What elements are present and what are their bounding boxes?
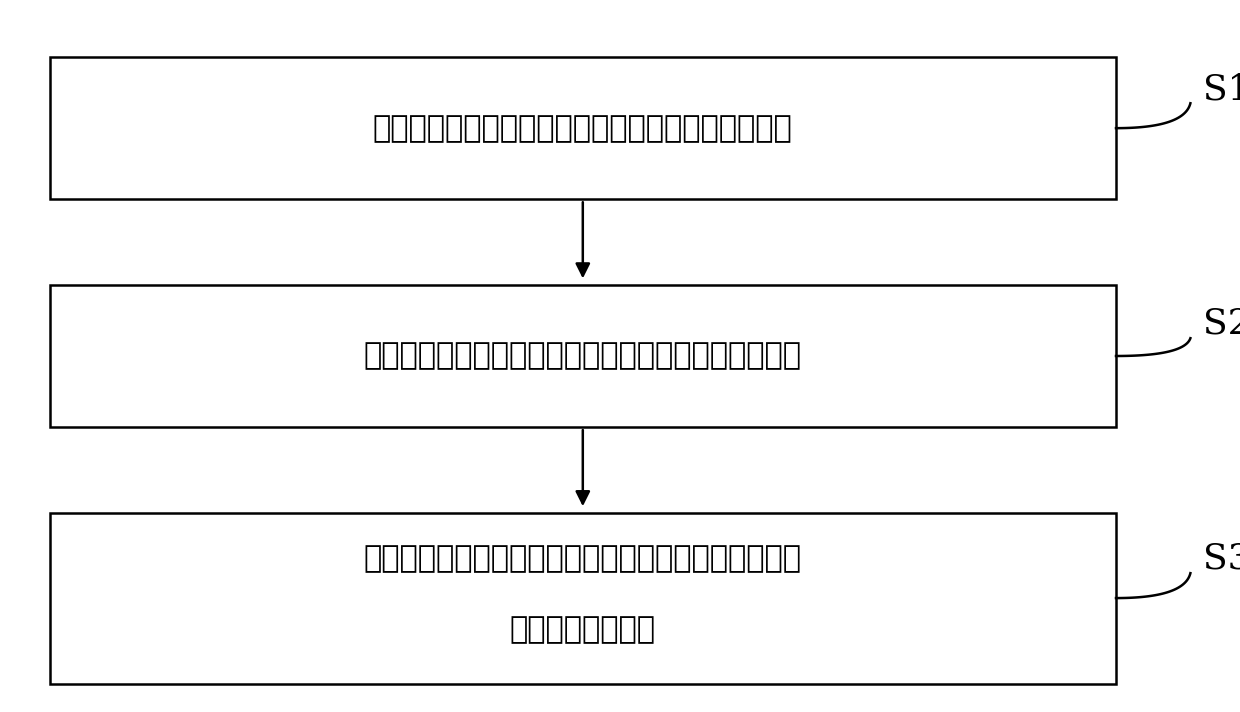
Text: 将灰度图信息作为特征数据对卷积神经网络模型训练，: 将灰度图信息作为特征数据对卷积神经网络模型训练， <box>363 545 802 573</box>
Bar <box>50 513 1116 684</box>
Text: 得到频谱感知模型: 得到频谱感知模型 <box>510 616 656 644</box>
Text: S3: S3 <box>1203 542 1240 576</box>
Bar <box>50 57 1116 199</box>
Text: 将频谱采样协方差矩阵转化为无线电信号的灰度图信息: 将频谱采样协方差矩阵转化为无线电信号的灰度图信息 <box>363 342 802 370</box>
Text: S1: S1 <box>1203 72 1240 106</box>
Text: S2: S2 <box>1203 307 1240 341</box>
Bar <box>50 285 1116 427</box>
Text: 获取作为训练集的无线电信号的频谱采样协方差矩阵: 获取作为训练集的无线电信号的频谱采样协方差矩阵 <box>373 114 792 142</box>
